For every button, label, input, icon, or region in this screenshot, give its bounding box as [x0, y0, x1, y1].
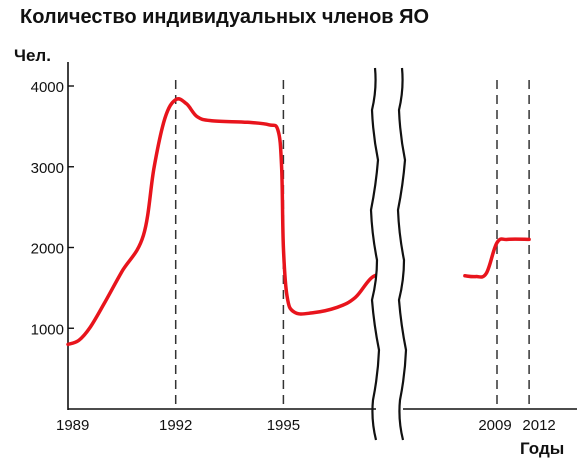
series-line-segment-2: [463, 237, 531, 279]
y-tick-label-4000: 4000: [31, 79, 64, 96]
tick-labels: 1000 2000 3000 4000 1989 1992 1995 2009 2012: [31, 79, 556, 434]
series-lines: [66, 97, 531, 347]
y-axis-label: Чел.: [14, 46, 51, 65]
y-tick-label-3000: 3000: [31, 160, 64, 177]
x-axis-label: Годы: [520, 439, 565, 458]
axis-break-left-line: [369, 67, 381, 441]
x-tick-label-2009: 2009: [478, 417, 511, 434]
axis-break-band: [376, 66, 403, 442]
y-tick-label-1000: 1000: [31, 321, 64, 338]
axis-break-right-line: [396, 67, 408, 441]
x-tick-label-1992: 1992: [159, 417, 192, 434]
x-tick-label-1995: 1995: [267, 417, 300, 434]
chart-title: Количество индивидуальных членов ЯО: [20, 6, 430, 28]
x-tick-label-2012: 2012: [522, 417, 555, 434]
y-tick-label-2000: 2000: [31, 241, 64, 258]
axes: [67, 62, 577, 410]
vertical-marker-lines: [174, 80, 530, 409]
series-line-segment-1: [66, 97, 393, 347]
x-tick-label-1989: 1989: [56, 417, 89, 434]
axis-break: [369, 66, 408, 442]
